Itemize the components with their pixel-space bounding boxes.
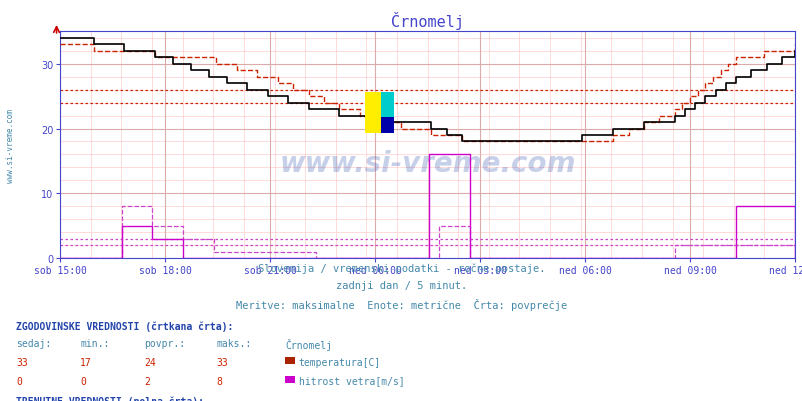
- Bar: [365, 93, 381, 134]
- Text: Slovenija / vremenski podatki - ročne postaje.: Slovenija / vremenski podatki - ročne po…: [257, 263, 545, 273]
- Text: hitrost vetra[m/s]: hitrost vetra[m/s]: [298, 376, 404, 386]
- Text: 0: 0: [16, 376, 22, 386]
- Bar: [381, 118, 394, 134]
- Text: sedaj:: sedaj:: [16, 338, 51, 348]
- Text: ZGODOVINSKE VREDNOSTI (črtkana črta):: ZGODOVINSKE VREDNOSTI (črtkana črta):: [16, 320, 233, 331]
- Title: Črnomelj: Črnomelj: [391, 12, 464, 30]
- Text: Črnomelj: Črnomelj: [285, 338, 332, 350]
- Text: Meritve: maksimalne  Enote: metrične  Črta: povprečje: Meritve: maksimalne Enote: metrične Črta…: [236, 299, 566, 311]
- Text: 0: 0: [80, 376, 86, 386]
- Text: 2: 2: [144, 376, 150, 386]
- Text: zadnji dan / 5 minut.: zadnji dan / 5 minut.: [335, 281, 467, 291]
- Text: 17: 17: [80, 357, 92, 367]
- Text: povpr.:: povpr.:: [144, 338, 185, 348]
- Text: 8: 8: [217, 376, 222, 386]
- Text: min.:: min.:: [80, 338, 110, 348]
- Text: TRENUTNE VREDNOSTI (polna črta):: TRENUTNE VREDNOSTI (polna črta):: [16, 395, 204, 401]
- Text: 33: 33: [16, 357, 28, 367]
- Text: 33: 33: [217, 357, 229, 367]
- Text: temperatura[C]: temperatura[C]: [298, 357, 380, 367]
- Text: www.si-vreme.com: www.si-vreme.com: [279, 150, 575, 178]
- Text: 24: 24: [144, 357, 156, 367]
- Text: www.si-vreme.com: www.si-vreme.com: [6, 108, 15, 182]
- Bar: [381, 93, 394, 118]
- Text: maks.:: maks.:: [217, 338, 252, 348]
